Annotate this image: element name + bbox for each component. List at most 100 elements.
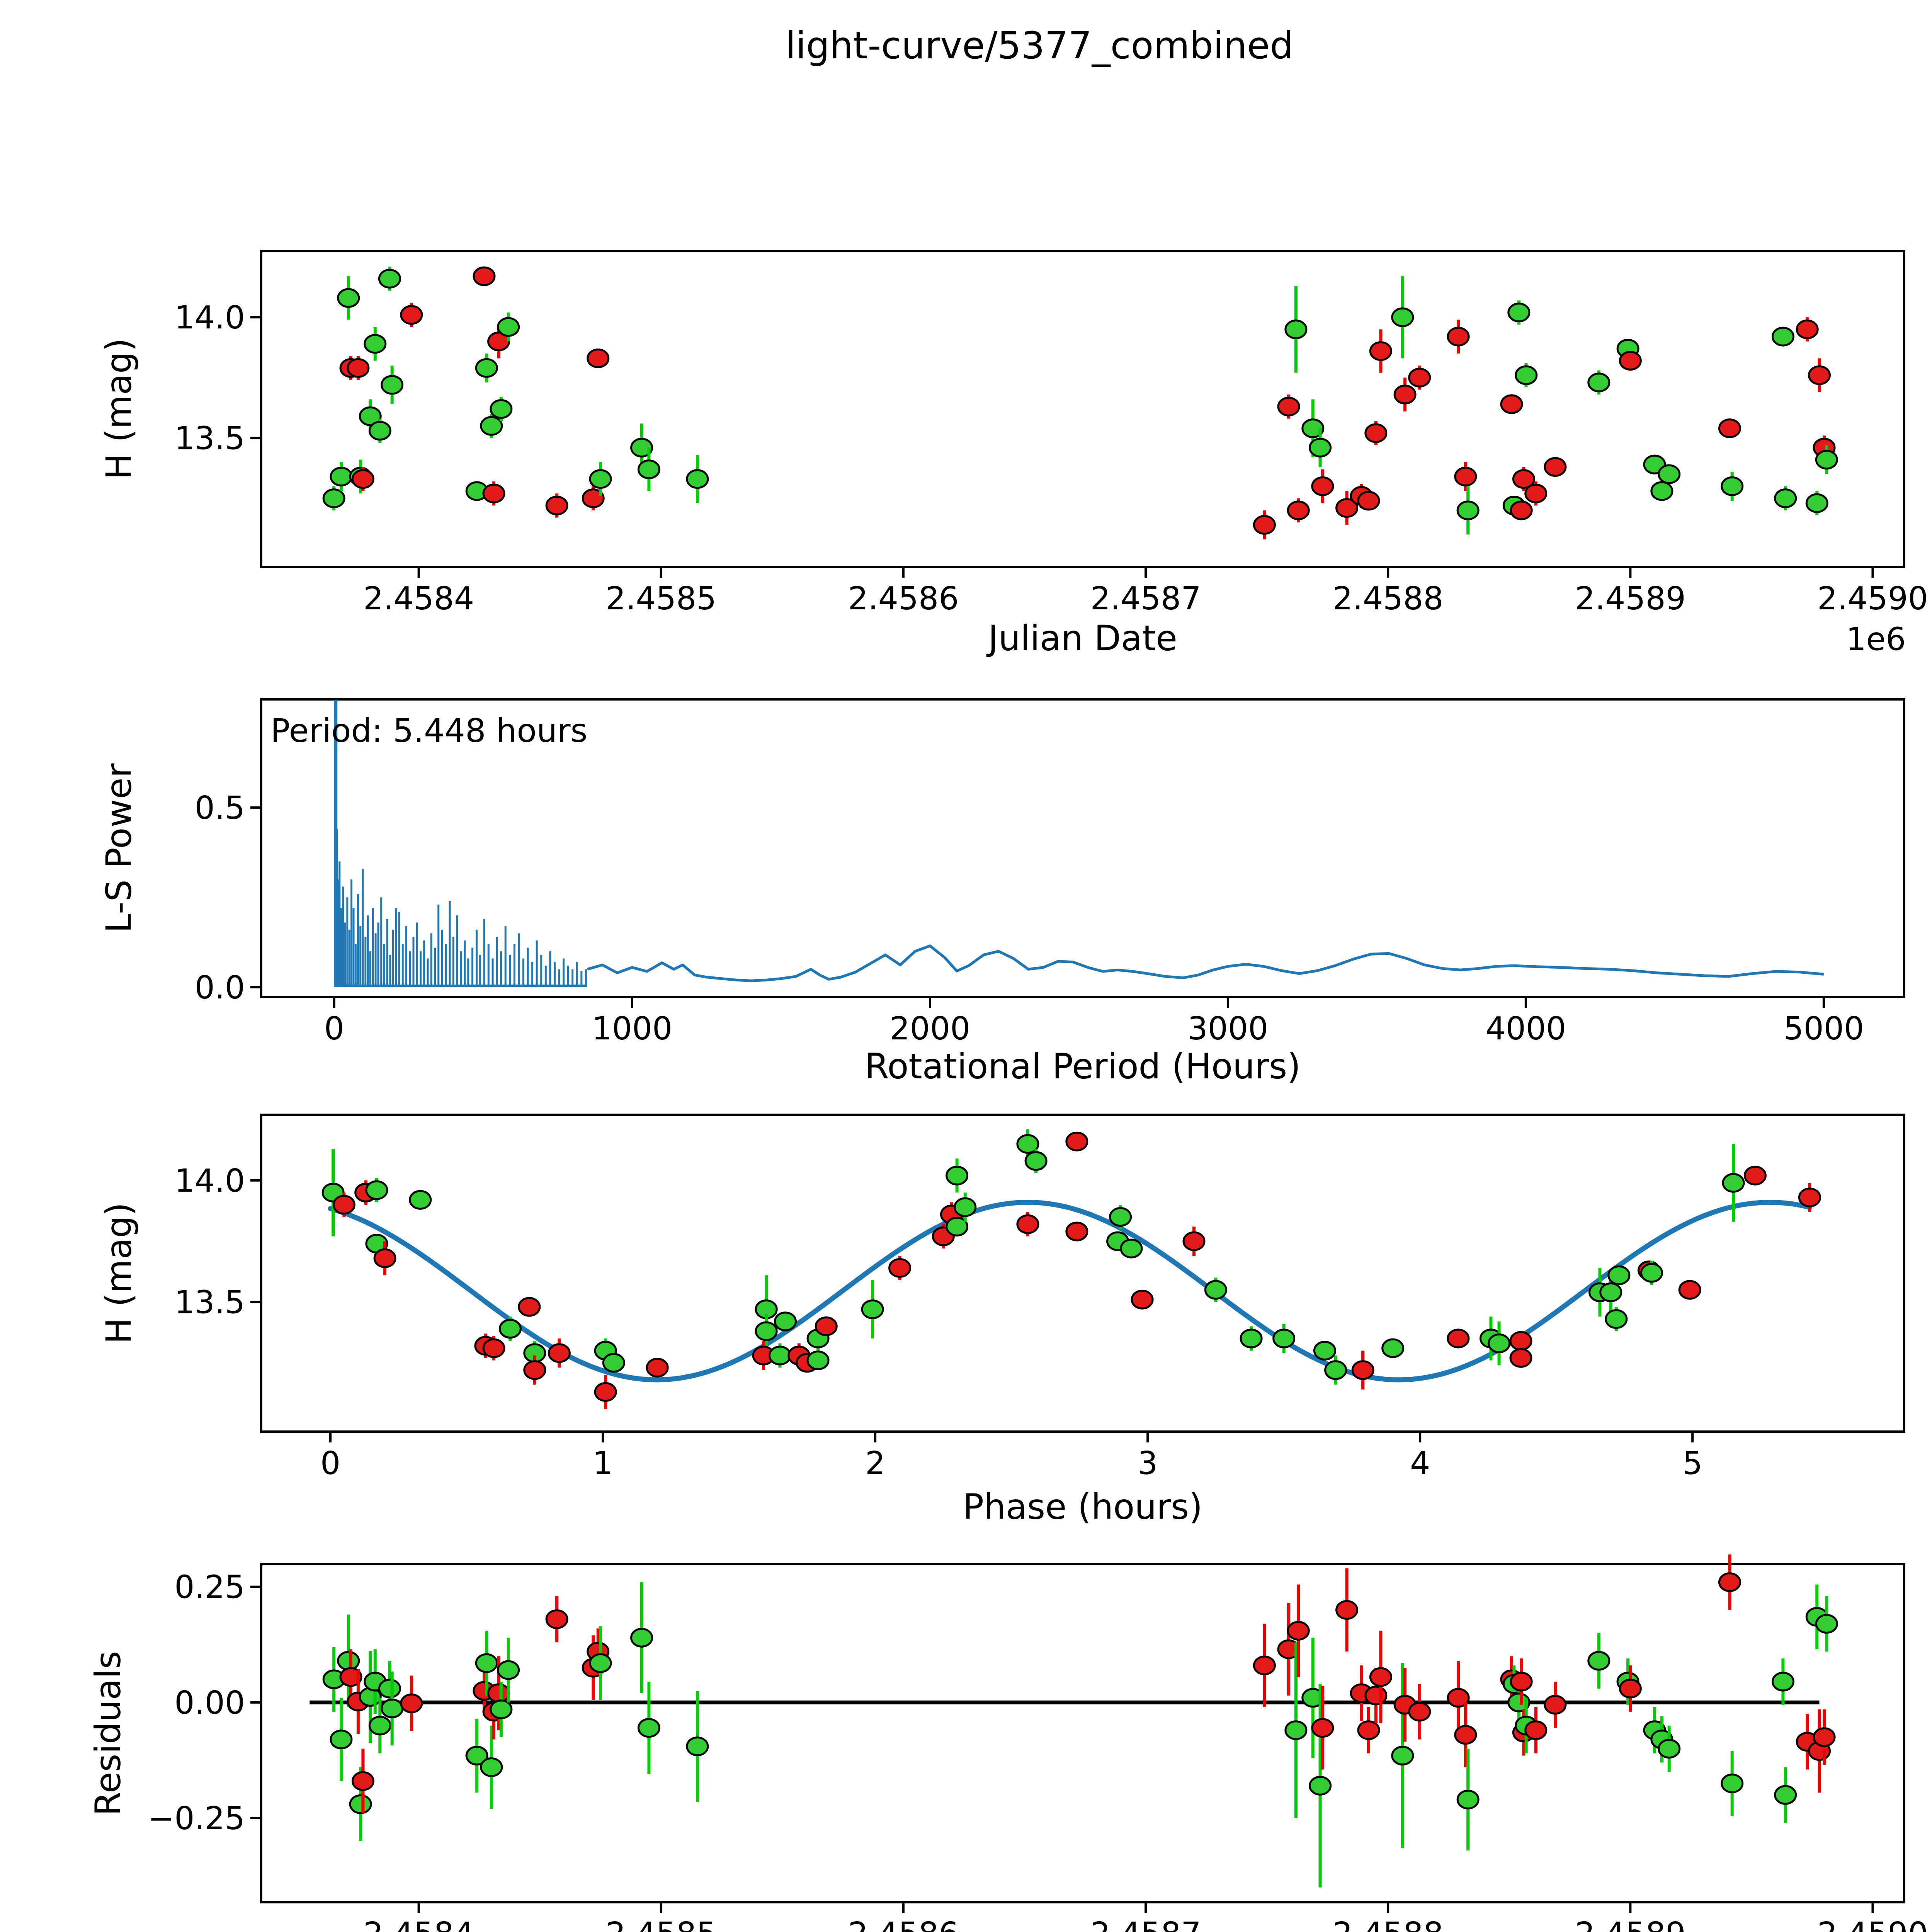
p4-point <box>1815 1614 1838 1634</box>
p1-point <box>368 421 391 441</box>
p4-point <box>1456 1789 1480 1810</box>
p1-point <box>1287 500 1310 520</box>
p1-point <box>1277 396 1300 417</box>
p1-point <box>1544 457 1567 477</box>
p3-point <box>815 1316 838 1337</box>
p1-point <box>1721 476 1744 496</box>
p3-point <box>806 1350 830 1371</box>
p3-x-tick-label: 3 <box>1138 1445 1158 1482</box>
p2-spines <box>260 698 1905 998</box>
p2-x-tick-label: 5000 <box>1783 1010 1864 1047</box>
p3-point <box>518 1297 541 1317</box>
p4-point <box>1524 1720 1548 1740</box>
p1-point <box>1510 500 1533 520</box>
p1-point <box>1408 367 1431 388</box>
p4-x-tick-label: 2.4584 <box>363 1916 474 1932</box>
p1-point <box>347 358 370 378</box>
p4-point <box>368 1716 391 1736</box>
p1-point <box>1309 437 1332 457</box>
p3-point <box>602 1353 625 1373</box>
p1-point <box>1454 466 1477 486</box>
p4-y-tick-label: 0.00 <box>174 1685 245 1721</box>
p4-spines <box>260 1563 1905 1903</box>
p1-axes: 2.4584 2.4585 2.4586 2.4587 2.4588 2.4589 2.45… <box>174 250 1928 617</box>
p1-point <box>1391 307 1414 327</box>
p3-point <box>1024 1151 1048 1171</box>
p4-x-tick-label: 2.4590 <box>1817 1916 1928 1932</box>
p1-point <box>497 317 520 337</box>
p2-x-tick-label: 4000 <box>1486 1010 1566 1047</box>
p2-x-tick-label: 3000 <box>1188 1010 1269 1047</box>
p3-point <box>409 1190 432 1210</box>
p4-y-tick-label: 0.25 <box>174 1569 245 1606</box>
p2-y-axis-label: L-S Power <box>99 763 139 933</box>
p4-y-axis-label: Residuals <box>88 1651 129 1816</box>
p3-point <box>1313 1340 1336 1361</box>
p2-x-tick-label: 1000 <box>592 1010 673 1047</box>
p4-point <box>1507 1692 1531 1713</box>
p1-point <box>1301 418 1325 438</box>
p1-point <box>1774 488 1797 509</box>
p1-point <box>351 469 374 489</box>
p3-point <box>1447 1328 1470 1349</box>
p3-point <box>1509 1348 1532 1368</box>
p4-point <box>1454 1725 1477 1745</box>
p3-point <box>1607 1265 1631 1285</box>
p4-point <box>1510 1672 1533 1692</box>
p1-point <box>1500 394 1523 414</box>
p1-point <box>1718 418 1741 438</box>
p1-x-tick-label: 2.4588 <box>1333 580 1444 617</box>
p4-point <box>339 1667 362 1687</box>
p3-point <box>888 1258 912 1278</box>
p4-point <box>487 1683 510 1703</box>
p1-point <box>381 375 404 395</box>
p2-y-tick-label: 0.5 <box>195 790 245 827</box>
p1-x-tick-label: 2.4589 <box>1575 580 1686 617</box>
p3-spines <box>260 1114 1905 1433</box>
p3-point <box>1240 1328 1263 1349</box>
p3-x-tick-label: 2 <box>865 1445 885 1482</box>
p4-point <box>1284 1720 1308 1740</box>
p1-x-tick-label: 2.4584 <box>363 580 474 617</box>
p3-point <box>1509 1331 1532 1351</box>
p3-point <box>768 1345 791 1366</box>
p3-x-axis-label: Phase (hours) <box>963 1486 1203 1527</box>
p4-point <box>637 1718 660 1738</box>
p1-point <box>473 266 496 286</box>
p3-x-tick-label: 0 <box>320 1445 340 1482</box>
p4-point <box>1253 1655 1276 1675</box>
p3-axes: 0 1 2 3 4 5 14.0 13.5 <box>174 1114 1905 1482</box>
p3-point <box>1109 1207 1132 1227</box>
p1-point <box>587 348 610 368</box>
p3-point <box>1016 1214 1039 1234</box>
p1-point <box>545 495 568 515</box>
p3-x-tick-label: 5 <box>1682 1445 1702 1482</box>
p1-point <box>1796 319 1819 339</box>
p4-axes: 2.4584 2.4585 2.4586 2.4587 2.4588 2.4589 2.45… <box>148 1563 1928 1932</box>
p3-point <box>1065 1221 1088 1242</box>
p1-point <box>400 305 423 325</box>
p4-point <box>1774 1785 1797 1805</box>
p3-point <box>1381 1338 1405 1358</box>
p3-point <box>1488 1333 1511 1354</box>
p3-point <box>523 1360 546 1380</box>
p2-x-tick-label: 2000 <box>890 1010 971 1047</box>
p1-point <box>1650 481 1673 501</box>
p4-point <box>1369 1667 1392 1687</box>
p1-point <box>582 488 605 509</box>
p3-point <box>1798 1187 1821 1208</box>
p4-point <box>351 1771 374 1791</box>
p3-point <box>332 1195 355 1215</box>
p3-y-axis-label: H (mag) <box>99 1202 139 1344</box>
p1-y-tick-label: 14.0 <box>174 299 245 336</box>
p3-point <box>774 1311 797 1332</box>
p1-point <box>1364 423 1388 443</box>
p4-point <box>545 1609 568 1629</box>
p3-point <box>755 1321 778 1341</box>
p4-point <box>1771 1672 1794 1692</box>
p3-x-tick-label: 4 <box>1410 1445 1430 1482</box>
p3-point <box>1204 1280 1227 1300</box>
p1-point <box>1771 327 1794 347</box>
p2-periodogram <box>334 699 1824 987</box>
p2-period-annotation: Period: 5.448 hours <box>270 712 588 750</box>
